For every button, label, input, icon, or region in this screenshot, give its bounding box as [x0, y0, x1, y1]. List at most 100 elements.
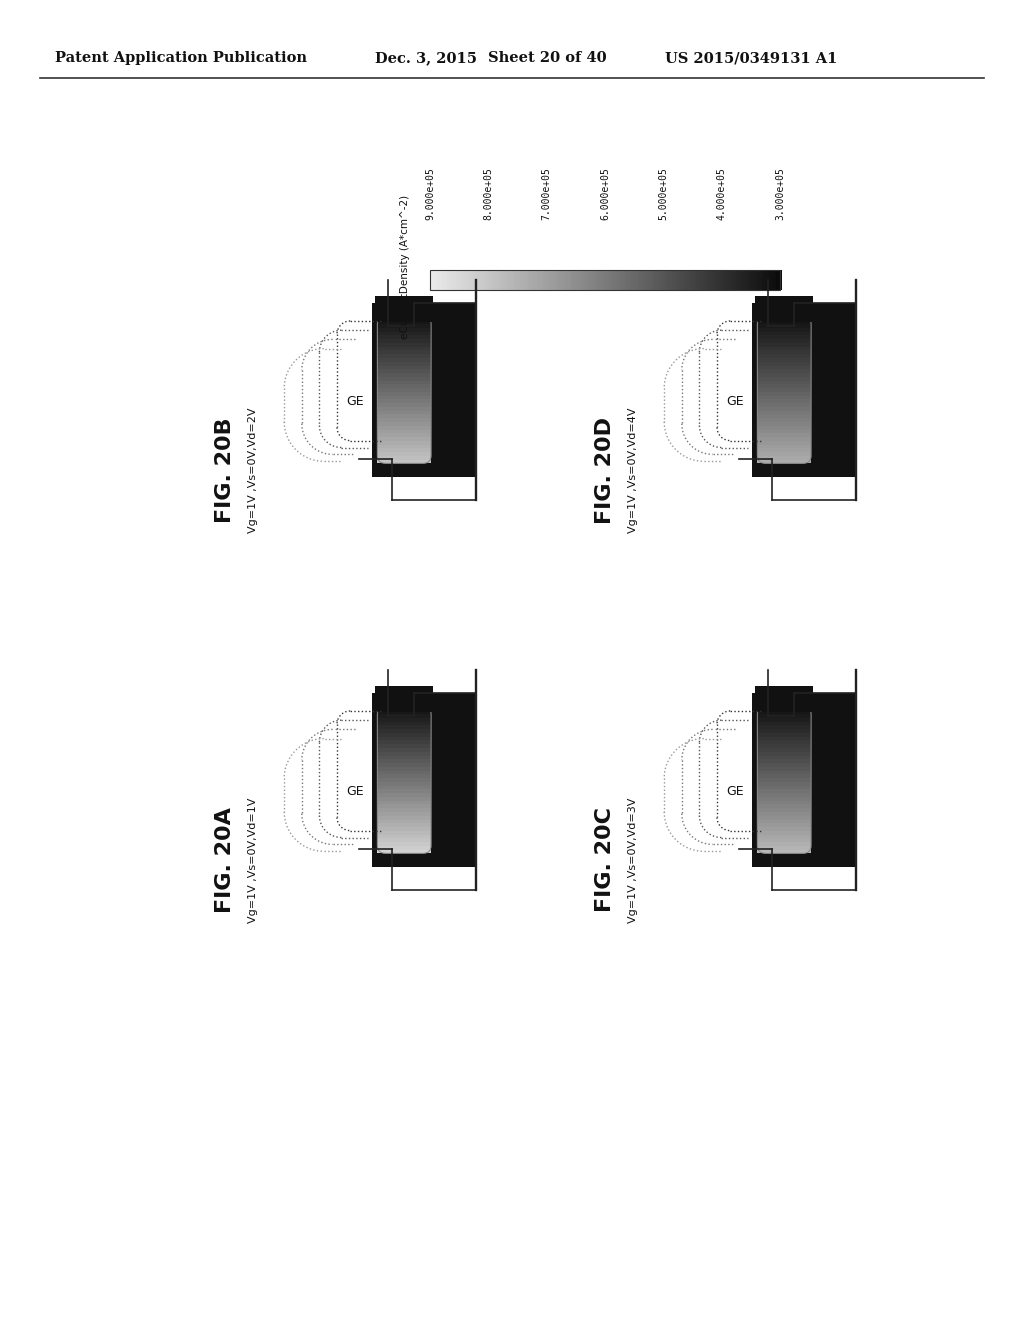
Bar: [758, 441, 811, 445]
Bar: [378, 729, 431, 733]
Bar: [758, 403, 811, 407]
Text: FIG. 20B: FIG. 20B: [215, 417, 234, 523]
Bar: [757, 271, 760, 290]
Bar: [722, 271, 724, 290]
Bar: [378, 380, 431, 384]
Text: Vg=1V ,Vs=0V,Vd=3V: Vg=1V ,Vs=0V,Vd=3V: [628, 797, 638, 923]
Bar: [489, 271, 493, 290]
Bar: [562, 271, 564, 290]
Bar: [759, 271, 761, 290]
Text: Vg=1V ,Vs=0V,Vd=4V: Vg=1V ,Vs=0V,Vd=4V: [628, 408, 638, 533]
Bar: [378, 781, 431, 785]
Bar: [655, 271, 657, 290]
Bar: [509, 271, 511, 290]
Bar: [472, 271, 474, 290]
Bar: [778, 271, 780, 290]
Bar: [758, 421, 811, 426]
Bar: [378, 350, 431, 354]
Bar: [671, 271, 673, 290]
Bar: [758, 737, 811, 741]
Bar: [452, 271, 454, 290]
Bar: [758, 777, 811, 781]
Bar: [739, 271, 741, 290]
Bar: [758, 392, 811, 396]
Bar: [734, 271, 736, 290]
Bar: [634, 271, 636, 290]
Bar: [481, 271, 483, 290]
Bar: [632, 271, 635, 290]
Bar: [460, 271, 462, 290]
Bar: [758, 346, 811, 351]
Text: Vg=1V ,Vs=0V,Vd=2V: Vg=1V ,Vs=0V,Vd=2V: [248, 408, 258, 533]
Bar: [582, 271, 584, 290]
Bar: [753, 302, 856, 478]
Bar: [758, 411, 811, 414]
Bar: [378, 808, 431, 812]
Bar: [378, 425, 431, 429]
Bar: [622, 271, 624, 290]
Bar: [771, 271, 773, 290]
Bar: [495, 271, 498, 290]
Text: GE: GE: [346, 785, 364, 799]
Bar: [758, 729, 811, 733]
Text: eCurrentDensity (A*cm^-2): eCurrentDensity (A*cm^-2): [400, 195, 410, 339]
Bar: [378, 706, 431, 710]
Text: 4.000e+05: 4.000e+05: [717, 168, 727, 220]
Bar: [378, 785, 431, 789]
Bar: [565, 271, 567, 290]
Bar: [754, 271, 756, 290]
Bar: [758, 767, 811, 771]
Bar: [758, 407, 811, 411]
Bar: [378, 767, 431, 771]
Bar: [530, 271, 532, 290]
Bar: [378, 804, 431, 808]
Bar: [746, 271, 749, 290]
Bar: [725, 271, 728, 290]
Bar: [758, 350, 811, 354]
Bar: [660, 271, 663, 290]
Bar: [758, 820, 811, 824]
Bar: [758, 800, 811, 804]
Bar: [651, 271, 654, 290]
Bar: [720, 271, 723, 290]
Bar: [430, 271, 432, 290]
Bar: [758, 834, 811, 838]
Bar: [432, 271, 434, 290]
Bar: [587, 271, 589, 290]
Bar: [551, 271, 554, 290]
Bar: [638, 271, 640, 290]
Bar: [378, 327, 431, 331]
Bar: [592, 271, 594, 290]
Text: Vg=1V ,Vs=0V,Vd=1V: Vg=1V ,Vs=0V,Vd=1V: [248, 797, 258, 923]
Bar: [378, 313, 431, 317]
Bar: [639, 271, 642, 290]
Bar: [378, 421, 431, 426]
Bar: [715, 271, 717, 290]
Bar: [708, 271, 710, 290]
Bar: [550, 271, 552, 290]
Bar: [644, 271, 647, 290]
Bar: [455, 271, 457, 290]
Bar: [699, 271, 701, 290]
Bar: [437, 271, 439, 290]
Bar: [658, 271, 660, 290]
Bar: [583, 271, 586, 290]
Bar: [378, 437, 431, 441]
Bar: [741, 271, 743, 290]
Bar: [378, 445, 431, 449]
Bar: [758, 849, 811, 854]
Bar: [439, 271, 441, 290]
Bar: [378, 733, 431, 737]
Text: 3.000e+05: 3.000e+05: [775, 168, 785, 220]
Bar: [378, 774, 431, 777]
Bar: [758, 414, 811, 418]
Bar: [378, 800, 431, 804]
Bar: [469, 271, 471, 290]
Bar: [758, 842, 811, 846]
Bar: [516, 271, 518, 290]
Bar: [502, 271, 505, 290]
Bar: [378, 429, 431, 433]
Bar: [378, 342, 431, 347]
Text: FIG. 20C: FIG. 20C: [595, 808, 615, 912]
Bar: [758, 793, 811, 797]
